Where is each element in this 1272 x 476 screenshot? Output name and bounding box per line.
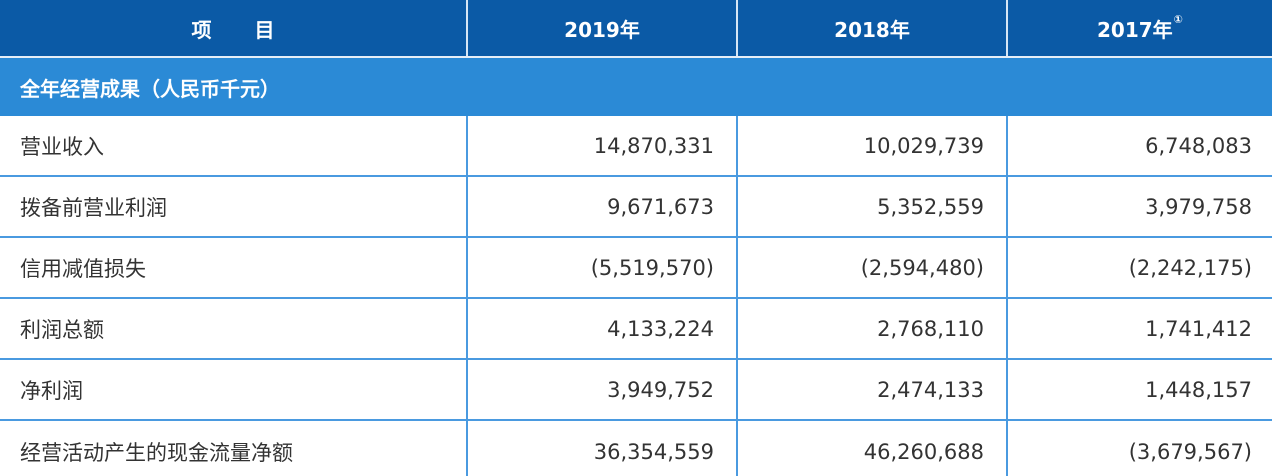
value-2018: 5,352,559 bbox=[738, 177, 1008, 236]
value-2019: 9,671,673 bbox=[468, 177, 738, 236]
section-header-row: 全年经营成果（人民币千元） bbox=[0, 56, 1272, 116]
row-label: 拨备前营业利润 bbox=[0, 177, 468, 236]
value-2019: (5,519,570) bbox=[468, 238, 738, 297]
row-label: 经营活动产生的现金流量净额 bbox=[0, 421, 468, 476]
header-item: 项 目 bbox=[0, 0, 468, 56]
header-2019-label: 2019年 bbox=[564, 17, 640, 42]
value-2017: 1,741,412 bbox=[1145, 316, 1252, 341]
table-header-row: 项 目 2019年 2018年 2017年 ① bbox=[0, 0, 1272, 56]
table-row: 经营活动产生的现金流量净额 36,354,559 46,260,688 (3,6… bbox=[0, 421, 1272, 476]
table-row: 拨备前营业利润 9,671,673 5,352,559 3,979,758 bbox=[0, 177, 1272, 238]
header-2017-label: 2017年 bbox=[1097, 17, 1173, 42]
table-row: 信用减值损失 (5,519,570) (2,594,480) (2,242,17… bbox=[0, 238, 1272, 299]
header-2019: 2019年 bbox=[468, 0, 738, 56]
row-label: 净利润 bbox=[0, 360, 468, 419]
row-label: 利润总额 bbox=[0, 299, 468, 358]
table-row: 营业收入 14,870,331 10,029,739 6,748,083 bbox=[0, 116, 1272, 177]
section-title: 全年经营成果（人民币千元） bbox=[20, 76, 280, 101]
row-label: 信用减值损失 bbox=[0, 238, 468, 297]
header-2017: 2017年 ① bbox=[1008, 0, 1272, 56]
value-2019: 3,949,752 bbox=[468, 360, 738, 419]
value-2018: 2,474,133 bbox=[738, 360, 1008, 419]
value-2018: 2,768,110 bbox=[738, 299, 1008, 358]
header-2018-label: 2018年 bbox=[834, 17, 910, 42]
value-2019: 4,133,224 bbox=[468, 299, 738, 358]
value-2017: (2,242,175) bbox=[1128, 255, 1252, 280]
table-row: 利润总额 4,133,224 2,768,110 1,741,412 bbox=[0, 299, 1272, 360]
value-2018: 10,029,739 bbox=[738, 116, 1008, 175]
value-2017: 6,748,083 bbox=[1145, 133, 1252, 158]
value-2019: 14,870,331 bbox=[468, 116, 738, 175]
value-2017: (3,679,567) bbox=[1128, 440, 1252, 464]
value-2017: 3,979,758 bbox=[1145, 194, 1252, 219]
footnote-marker: ① bbox=[1173, 12, 1183, 26]
value-2018: 46,260,688 bbox=[738, 421, 1008, 476]
header-item-label: 项 目 bbox=[191, 17, 293, 42]
table-row: 净利润 3,949,752 2,474,133 1,448,157 bbox=[0, 360, 1272, 421]
value-2018: (2,594,480) bbox=[738, 238, 1008, 297]
header-2018: 2018年 bbox=[738, 0, 1008, 56]
row-label: 营业收入 bbox=[0, 116, 468, 175]
value-2017: 1,448,157 bbox=[1145, 377, 1252, 402]
value-2019: 36,354,559 bbox=[468, 421, 738, 476]
